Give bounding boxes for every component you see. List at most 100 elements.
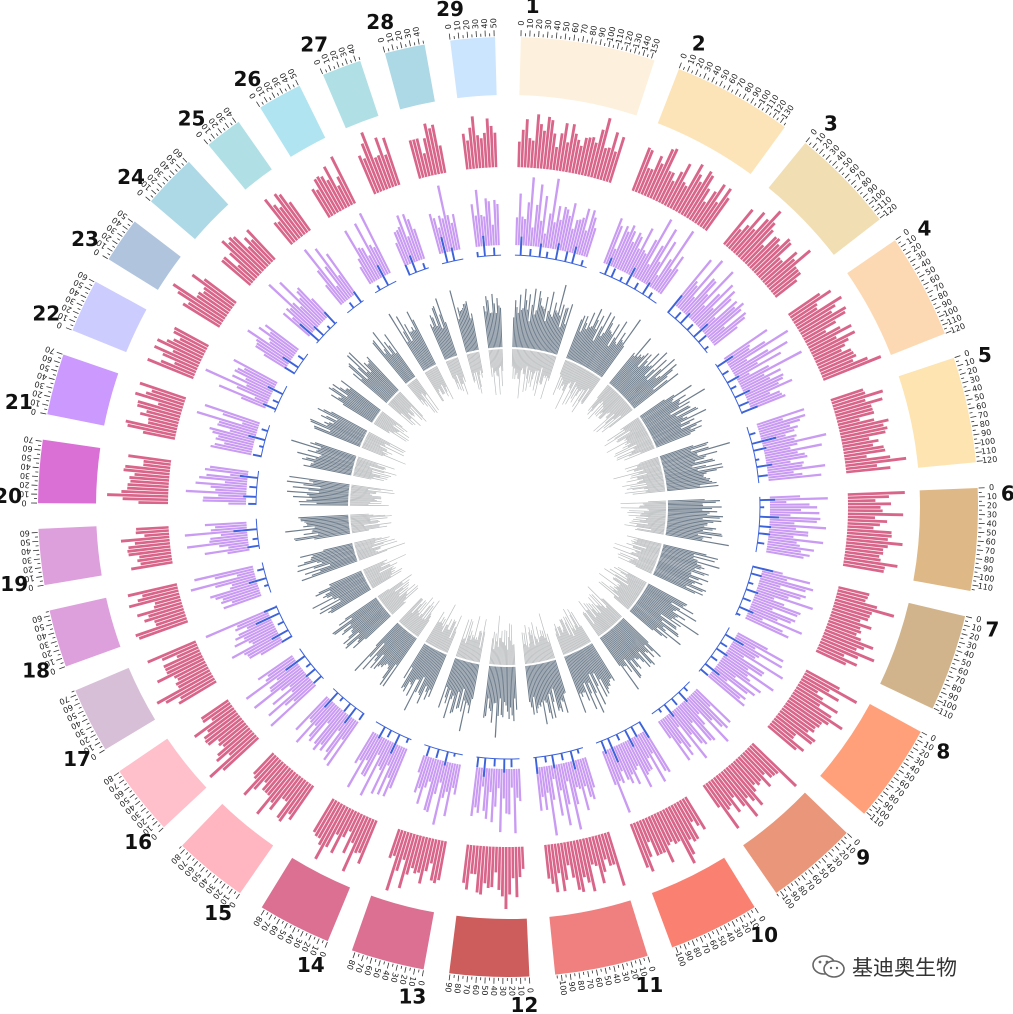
track-bar	[215, 584, 259, 601]
track-bar	[847, 515, 876, 520]
track-bar	[409, 605, 431, 632]
tick-label: 50	[20, 537, 31, 547]
track-bar	[554, 243, 560, 260]
tick-mark	[910, 751, 914, 754]
track-bar	[631, 468, 662, 477]
track-bar	[156, 338, 202, 362]
tick-mark	[959, 641, 966, 645]
track-bar	[326, 721, 359, 767]
track-bar	[426, 371, 440, 392]
track-bar	[432, 217, 444, 254]
tick-label: 40	[36, 631, 48, 642]
track-bar	[551, 660, 564, 702]
tick-mark	[837, 842, 841, 846]
track-bar	[354, 623, 400, 672]
track-bar	[612, 578, 639, 597]
tick-mark	[950, 667, 957, 670]
tick-mark	[72, 310, 79, 315]
track-bar	[276, 779, 307, 819]
track-bar	[471, 353, 477, 373]
track-bar	[185, 489, 247, 495]
tick-label: 80	[588, 25, 599, 37]
chromosome-19	[38, 526, 102, 586]
track-bar	[256, 342, 290, 365]
track-bar	[523, 309, 528, 348]
track-bar	[350, 520, 379, 524]
tick-mark	[772, 112, 777, 118]
track-bar	[842, 438, 879, 449]
track-bar	[529, 643, 533, 664]
track-bar	[605, 605, 620, 620]
track-bar	[601, 605, 617, 623]
track-bar	[627, 573, 647, 585]
tick-label: 70	[699, 942, 711, 955]
track-bar	[766, 460, 791, 467]
track-bar	[549, 222, 556, 249]
track-bar	[704, 345, 709, 351]
track-bar	[712, 776, 742, 813]
track-bar	[630, 609, 663, 637]
track-bar	[626, 429, 647, 441]
track-bar	[423, 757, 435, 788]
track-bar	[723, 208, 754, 246]
tick-mark	[235, 893, 240, 900]
track-bar	[847, 528, 892, 535]
track-bar	[487, 201, 493, 246]
tick-mark	[727, 923, 730, 927]
tick-mark	[73, 316, 77, 319]
track-bar	[365, 438, 381, 446]
tick-mark	[47, 619, 51, 622]
tick-mark	[140, 807, 146, 813]
tick-mark	[569, 973, 572, 980]
track-bar	[382, 747, 406, 797]
track-bar	[500, 630, 503, 665]
track-bar	[583, 374, 595, 391]
track-bar	[666, 529, 699, 535]
track-bar	[540, 636, 547, 661]
track-bar	[328, 570, 362, 586]
track-bar	[572, 628, 583, 647]
track-bar	[581, 326, 603, 366]
track-bar	[603, 406, 631, 429]
track-bar	[335, 807, 352, 836]
tick-label: 90	[443, 982, 453, 993]
track-bar	[572, 840, 586, 893]
track-bar	[350, 497, 375, 500]
track-bar	[443, 659, 462, 719]
track-bar	[362, 443, 388, 455]
tick-label: 20	[31, 388, 43, 399]
chromosome-20	[38, 439, 101, 504]
track-bar	[520, 129, 525, 168]
track-bar	[297, 550, 355, 568]
tick-label: 30	[337, 46, 349, 59]
track-bar	[574, 625, 586, 645]
track-bar	[261, 763, 287, 792]
track-bar	[243, 236, 272, 265]
track-bar	[647, 406, 691, 431]
tick-mark	[783, 122, 787, 126]
track-bar	[564, 762, 583, 830]
track-bar	[497, 666, 501, 717]
track-bar	[578, 230, 588, 256]
track-bar	[336, 419, 366, 435]
tick-label: 0	[49, 666, 57, 676]
track-bar	[637, 528, 664, 534]
watermark: 基迪奥生物	[812, 952, 957, 982]
track-bar	[770, 268, 800, 293]
tick-mark	[145, 811, 149, 814]
track-bar	[576, 651, 597, 694]
track-bar	[313, 554, 356, 569]
tick-mark	[617, 964, 620, 968]
tick-mark	[931, 297, 938, 302]
tick-mark	[682, 66, 685, 71]
tick-label: 30	[732, 926, 745, 939]
tick-mark	[404, 966, 407, 973]
tick-label: 0	[92, 247, 101, 257]
track-bar	[562, 762, 569, 782]
tick-mark	[292, 927, 296, 933]
track-bar	[665, 532, 703, 540]
track-bar	[354, 466, 392, 477]
track-bar	[587, 586, 621, 619]
track-bar	[571, 653, 598, 710]
